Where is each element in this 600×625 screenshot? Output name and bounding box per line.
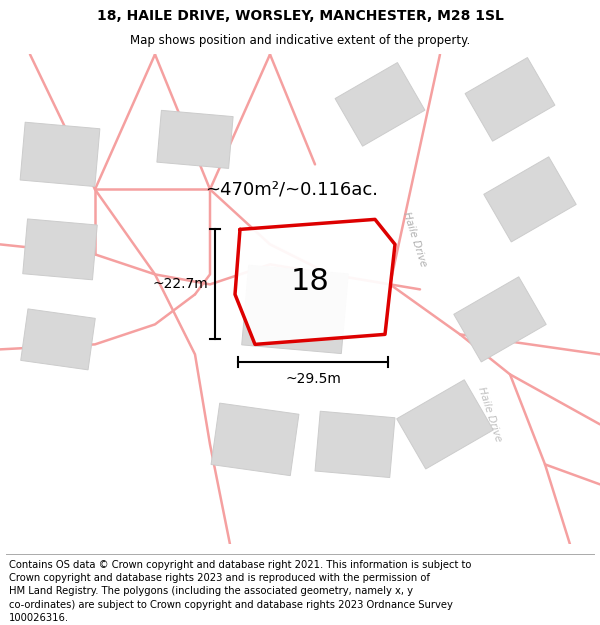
Text: 18: 18 bbox=[290, 267, 329, 296]
Bar bbox=[242, 265, 348, 354]
Text: Map shows position and indicative extent of the property.: Map shows position and indicative extent… bbox=[130, 34, 470, 48]
Bar bbox=[397, 380, 493, 469]
Polygon shape bbox=[235, 219, 395, 344]
Bar bbox=[20, 122, 100, 186]
Bar bbox=[315, 411, 395, 478]
Bar bbox=[211, 403, 299, 476]
Text: ~29.5m: ~29.5m bbox=[285, 372, 341, 386]
Text: Contains OS data © Crown copyright and database right 2021. This information is : Contains OS data © Crown copyright and d… bbox=[9, 560, 472, 623]
Bar bbox=[454, 277, 546, 362]
Bar bbox=[21, 309, 95, 370]
Text: Haile Drive: Haile Drive bbox=[476, 386, 503, 443]
Bar bbox=[157, 111, 233, 168]
Bar bbox=[484, 157, 576, 242]
Bar bbox=[335, 62, 425, 146]
Text: ~22.7m: ~22.7m bbox=[152, 278, 208, 291]
Text: ~470m²/~0.116ac.: ~470m²/~0.116ac. bbox=[205, 181, 378, 198]
Bar bbox=[465, 58, 555, 141]
Text: Haile Drive: Haile Drive bbox=[401, 211, 428, 268]
Bar bbox=[23, 219, 97, 280]
Text: 18, HAILE DRIVE, WORSLEY, MANCHESTER, M28 1SL: 18, HAILE DRIVE, WORSLEY, MANCHESTER, M2… bbox=[97, 9, 503, 24]
